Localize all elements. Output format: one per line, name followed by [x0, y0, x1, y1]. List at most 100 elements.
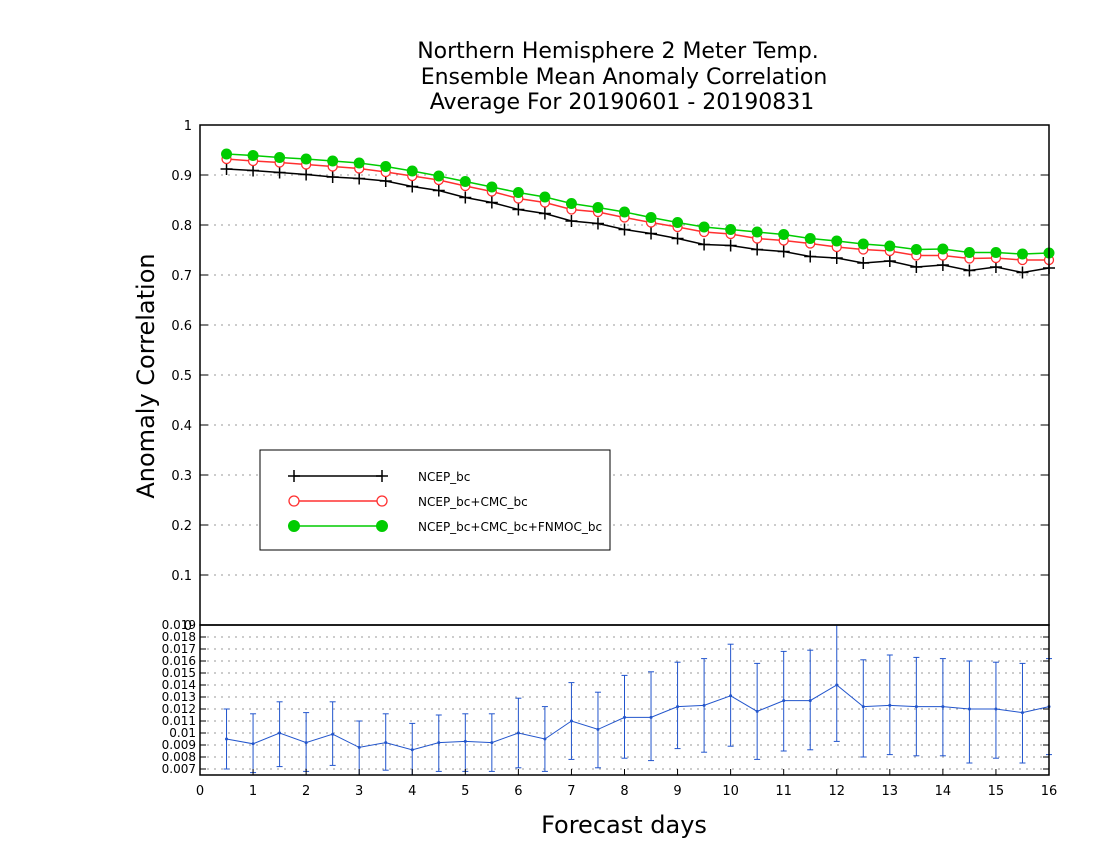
series-point — [990, 247, 1002, 258]
series-point — [512, 187, 524, 198]
sub-y-tick-label: 0.016 — [162, 654, 196, 668]
x-tick-label: 12 — [828, 784, 845, 799]
error-bar — [966, 660, 973, 764]
series-line — [226, 153, 1050, 255]
series-point — [1016, 266, 1029, 279]
series-line — [226, 158, 1049, 261]
chart-title-line-2: Ensemble Mean Anomaly Correlation — [421, 65, 828, 90]
series-point — [592, 202, 604, 213]
sub-series-point — [410, 748, 414, 752]
main-y-tick-label: 0 — [184, 619, 192, 634]
sub-series-point — [941, 705, 945, 709]
series-point — [274, 152, 286, 163]
series-point — [1016, 248, 1028, 260]
legend-marker — [288, 495, 300, 507]
series-point — [724, 239, 737, 252]
x-tick-label: 0 — [196, 784, 204, 799]
series-point — [937, 243, 949, 255]
x-tick-label: 1 — [249, 784, 257, 799]
series-point — [884, 240, 896, 252]
series-point — [486, 181, 498, 193]
x-tick-label: 3 — [355, 784, 363, 799]
legend-entry: NCEP_bc+CMC_bc — [288, 495, 528, 509]
sub-y-tick-label: 0.017 — [162, 642, 196, 656]
series-point — [804, 250, 817, 263]
series-point — [645, 212, 657, 223]
sub-y-tick-label: 0.011 — [162, 714, 196, 728]
sub-series-point — [623, 715, 626, 719]
sub-series-point — [755, 709, 759, 713]
series-point — [485, 196, 498, 209]
sub-plot-ticks: 0.0070.0080.0090.010.0110.0120.0130.0140… — [162, 618, 1049, 776]
series-point — [565, 215, 578, 227]
series-point — [883, 255, 896, 267]
series-point — [910, 244, 922, 255]
series-point — [273, 166, 286, 179]
legend-label: NCEP_bc — [418, 470, 470, 484]
x-tick-label: 2 — [302, 784, 310, 799]
series-point — [380, 161, 392, 172]
sub-series-point — [516, 731, 520, 735]
main-y-tick-label: 0.5 — [171, 369, 192, 384]
series-point — [591, 217, 604, 230]
main-plot-series — [220, 148, 1055, 279]
legend-label: NCEP_bc+CMC_bc+FNMOC_bc — [418, 520, 602, 534]
legend: NCEP_bc NCEP_bc+CMC_bc NCEP_bc+CMC_bc+FNMO… — [259, 449, 611, 551]
main-y-tick-label: 0.7 — [171, 269, 192, 284]
sub-series-point — [835, 683, 839, 687]
legend-box — [259, 449, 611, 551]
x-tick-label: 14 — [935, 784, 952, 799]
y-axis-label: Anomaly Correlation — [132, 253, 160, 498]
sub-series-point — [437, 741, 441, 745]
legend-entry: NCEP_bc+CMC_bc+FNMOC_bc — [288, 520, 602, 534]
sub-series-point — [463, 739, 467, 743]
series-point — [539, 191, 551, 203]
sub-series-point — [331, 732, 335, 736]
sub-y-tick-label: 0.014 — [162, 678, 196, 692]
sub-series-point — [994, 707, 998, 711]
error-bar — [833, 624, 840, 742]
x-tick-label: 4 — [408, 784, 416, 799]
legend-marker — [288, 520, 300, 532]
series-point — [353, 172, 366, 185]
main-y-tick-label: 0.9 — [171, 169, 192, 184]
series-point — [830, 252, 843, 264]
x-tick-label: 15 — [988, 784, 1005, 799]
x-tick-label: 16 — [1041, 784, 1058, 799]
series-point — [300, 153, 312, 165]
sub-series-point — [808, 699, 812, 703]
x-tick-label: 11 — [775, 784, 792, 799]
sub-series-point — [543, 737, 547, 741]
sub-series-point — [596, 727, 600, 731]
series-point — [751, 243, 764, 256]
series-point — [406, 165, 418, 177]
sub-series-point — [1020, 711, 1024, 715]
series-point — [831, 235, 843, 247]
sub-y-tick-label: 0.012 — [162, 702, 196, 716]
chart-title-line-3: Average For 20190601 - 20190831 — [430, 90, 815, 115]
series-point — [751, 226, 763, 238]
x-axis-label: Forecast days — [541, 811, 707, 839]
sub-series-point — [384, 741, 388, 745]
series-point — [778, 229, 790, 240]
sub-y-tick-label: 0.009 — [162, 738, 196, 752]
sub-series-point — [357, 745, 361, 749]
series-point — [910, 261, 923, 273]
x-tick-label: 9 — [673, 784, 681, 799]
sub-series-point — [304, 741, 308, 745]
sub-series-point — [861, 705, 865, 709]
sub-series-point — [967, 707, 971, 711]
series-point — [857, 257, 870, 269]
legend-entry: NCEP_bc — [288, 470, 470, 484]
series-point — [406, 180, 419, 193]
sub-series-point — [225, 737, 229, 741]
series-point — [432, 184, 445, 197]
series-point — [300, 168, 313, 181]
series-point — [619, 206, 630, 218]
sub-series-point — [782, 699, 786, 703]
series-point — [565, 198, 577, 209]
sub-y-tick-label: 0.013 — [162, 690, 196, 704]
x-tick-label: 6 — [514, 784, 522, 799]
sub-series-point — [914, 705, 918, 709]
sub-y-tick-label: 0.01 — [169, 726, 196, 740]
